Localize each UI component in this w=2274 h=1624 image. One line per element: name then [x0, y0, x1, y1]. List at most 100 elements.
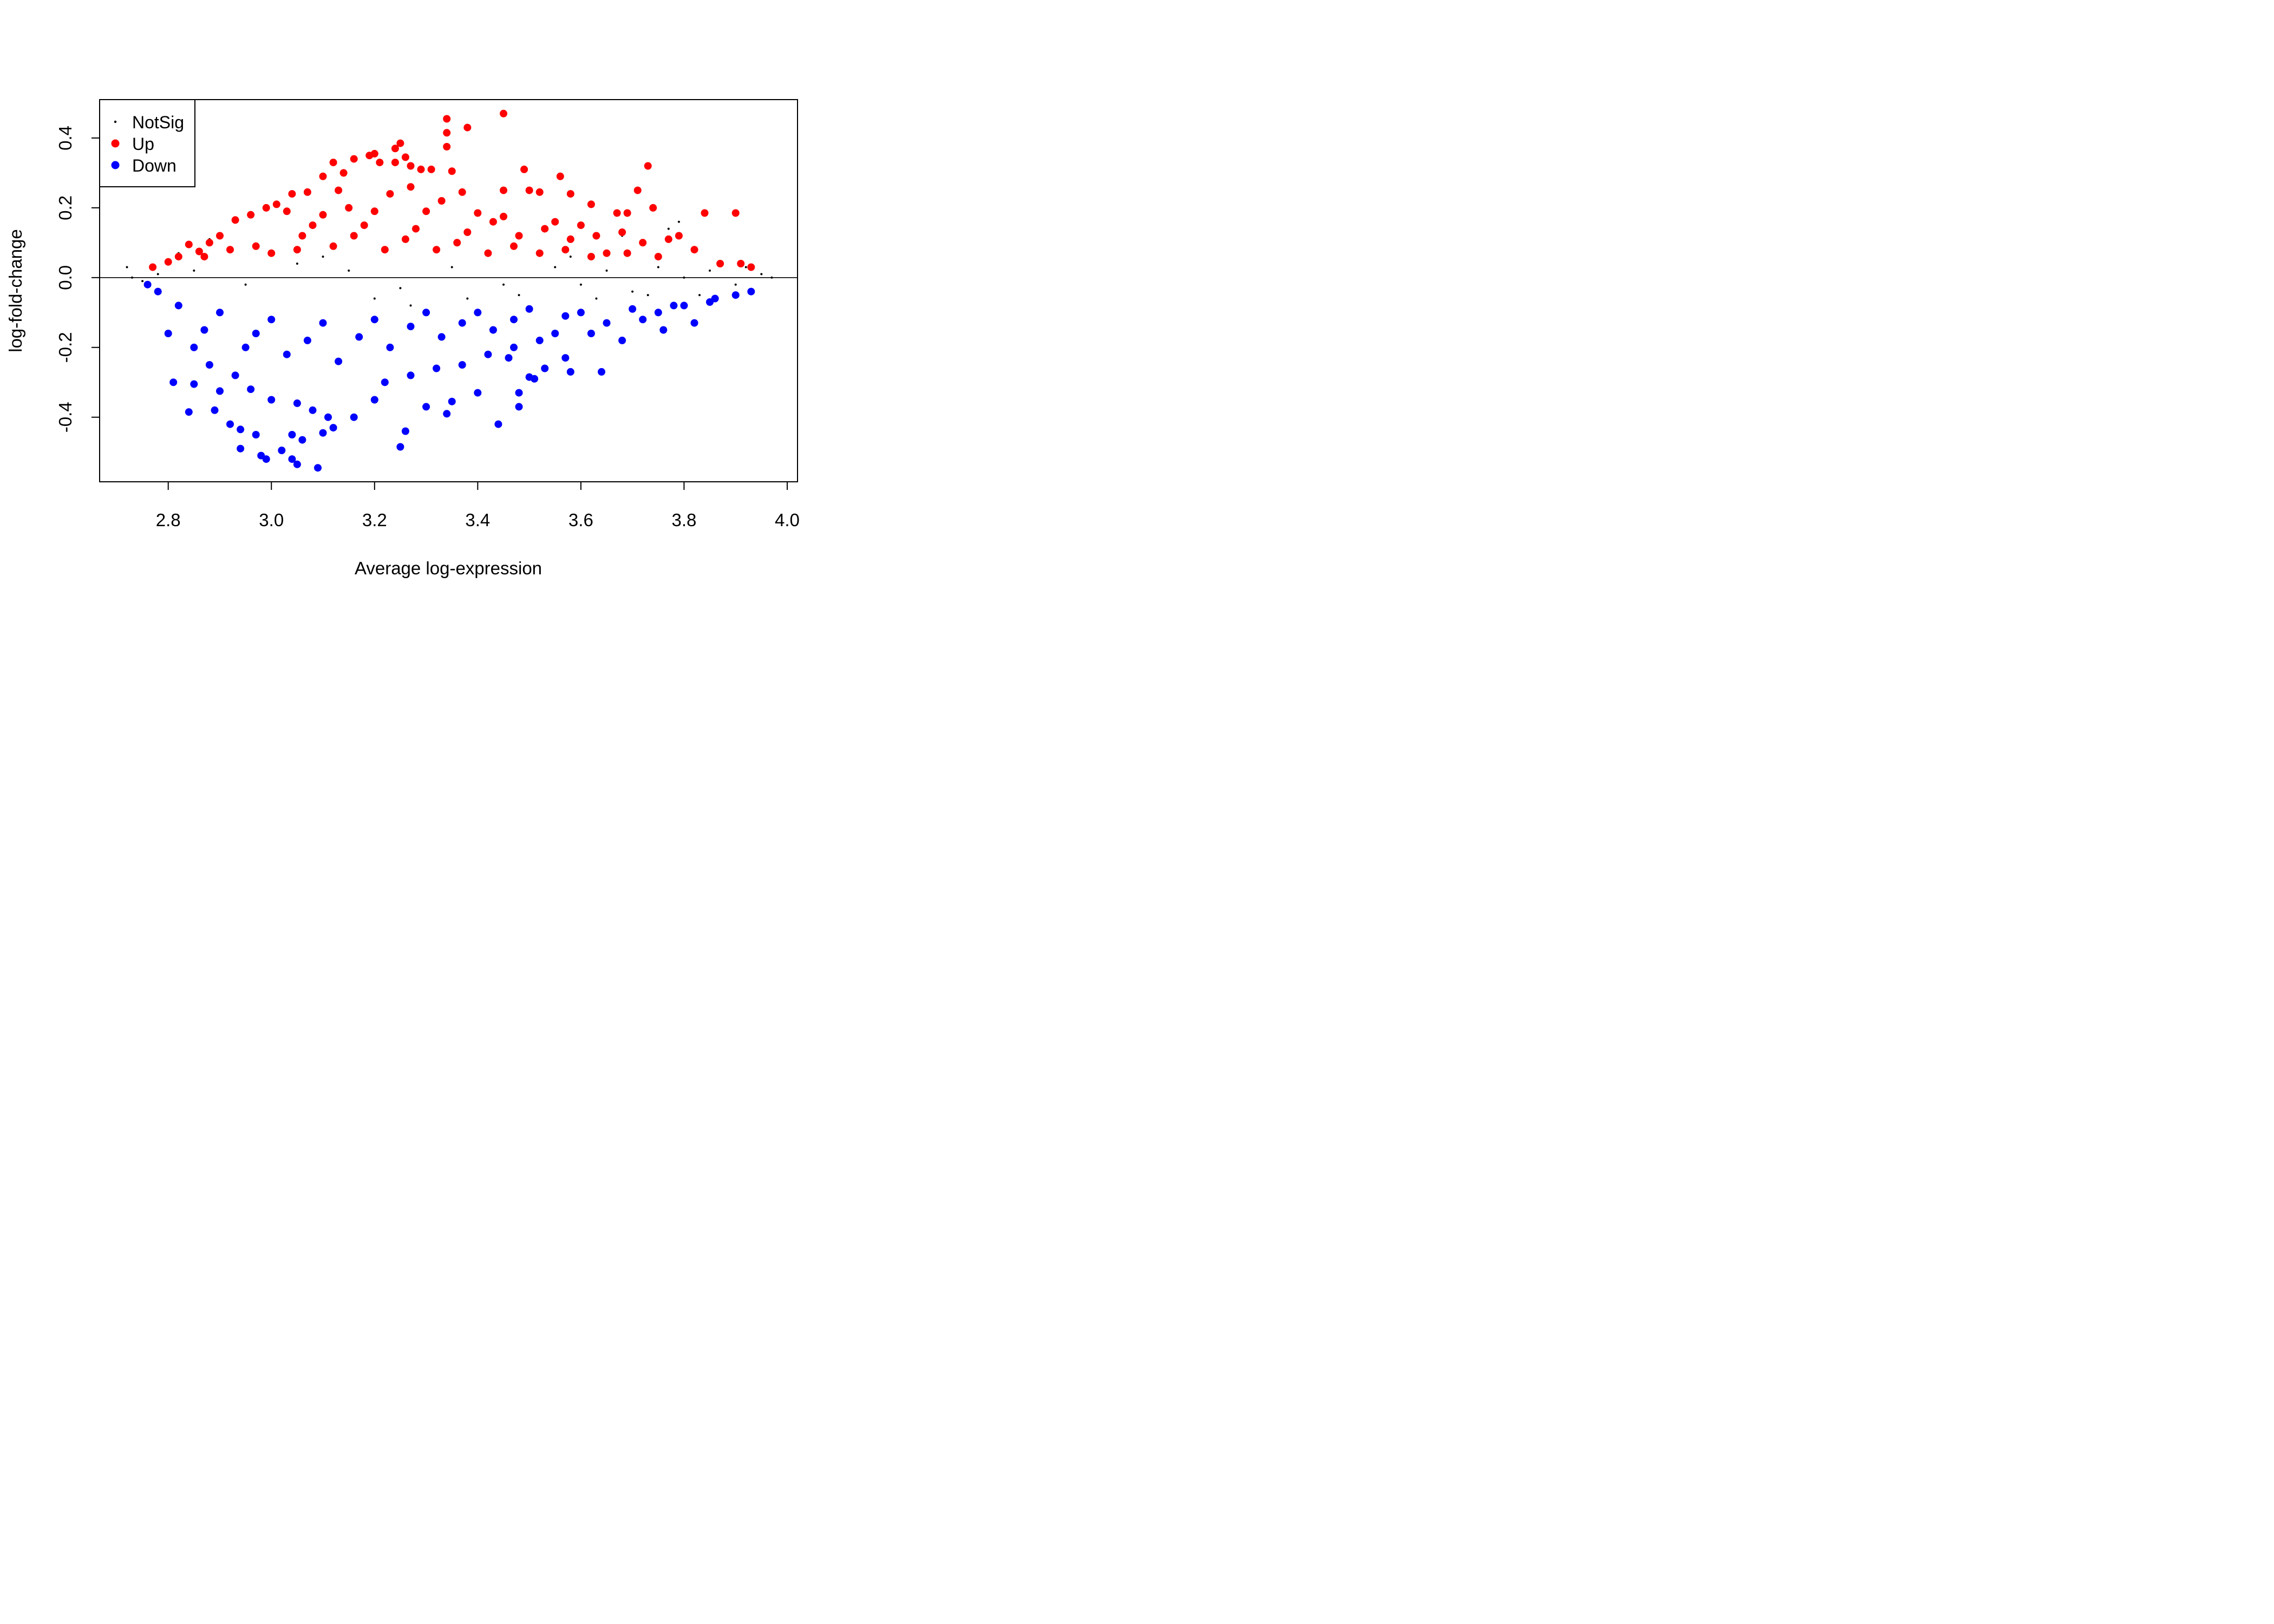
- point-down: [510, 316, 518, 324]
- point-down: [433, 364, 441, 372]
- x-tick-label: 2.8: [156, 510, 181, 530]
- point-up: [252, 242, 260, 250]
- point-up: [484, 249, 492, 257]
- point-up: [360, 221, 368, 230]
- point-up: [633, 186, 642, 194]
- point-down: [629, 305, 637, 313]
- point-down: [525, 305, 533, 313]
- point-down: [319, 429, 327, 437]
- point-up: [386, 190, 394, 198]
- point-down: [458, 319, 466, 327]
- point-up: [525, 186, 533, 194]
- point-down: [314, 464, 322, 472]
- legend-notsig-marker: [114, 120, 117, 123]
- y-tick-label: 0.4: [55, 126, 75, 150]
- point-up: [335, 186, 343, 194]
- point-up: [319, 211, 327, 219]
- point-down: [654, 309, 662, 317]
- point-up: [566, 190, 574, 198]
- y-tick-label: 0.2: [55, 195, 75, 220]
- point-notsig: [409, 304, 412, 307]
- point-down: [494, 420, 502, 428]
- point-down: [401, 427, 409, 435]
- point-up: [623, 209, 631, 217]
- point-down: [252, 330, 260, 337]
- point-down: [185, 408, 193, 416]
- point-up: [577, 221, 585, 230]
- x-tick-label: 3.4: [465, 510, 490, 530]
- point-down: [216, 309, 224, 317]
- point-down: [298, 436, 306, 444]
- point-notsig: [518, 294, 520, 297]
- point-down: [241, 343, 250, 351]
- point-down: [190, 343, 198, 351]
- point-up: [489, 218, 497, 226]
- point-up: [350, 155, 358, 163]
- point-up: [376, 159, 384, 167]
- point-down: [577, 309, 585, 317]
- point-up: [370, 149, 378, 158]
- point-down: [551, 330, 559, 337]
- point-notsig: [646, 294, 649, 297]
- point-up: [319, 172, 327, 180]
- point-down: [680, 302, 688, 310]
- point-down: [350, 413, 358, 421]
- point-down: [278, 447, 286, 454]
- point-down: [618, 336, 626, 344]
- point-notsig: [595, 297, 598, 300]
- point-up: [520, 165, 528, 173]
- point-up: [283, 207, 291, 215]
- point-up: [649, 204, 657, 212]
- point-down: [407, 323, 415, 331]
- point-down: [535, 336, 544, 344]
- point-up: [587, 253, 595, 261]
- point-down: [247, 385, 255, 394]
- point-down: [164, 330, 172, 337]
- point-down: [303, 336, 311, 344]
- point-down: [505, 354, 513, 362]
- point-up: [195, 247, 203, 256]
- point-up: [551, 218, 559, 226]
- point-down: [226, 420, 234, 428]
- point-down: [731, 291, 740, 299]
- point-down: [293, 460, 301, 468]
- legend-up-label: Up: [132, 134, 154, 154]
- point-down: [370, 396, 378, 404]
- point-up: [453, 239, 461, 247]
- point-down: [690, 319, 698, 327]
- point-up: [262, 204, 270, 212]
- point-notsig: [244, 283, 247, 286]
- point-up: [174, 253, 182, 261]
- point-notsig: [450, 266, 453, 269]
- ma-plot: 2.8 3.0 3.2 3.4 3.6 3.8 4.0 -0.4-0.20.00.20.4 …: [0, 0, 838, 599]
- point-down: [381, 378, 389, 387]
- point-notsig: [698, 294, 701, 297]
- point-up: [587, 200, 595, 208]
- point-up: [401, 235, 409, 243]
- point-up: [433, 246, 441, 254]
- point-down: [474, 309, 482, 317]
- point-down: [216, 387, 224, 395]
- x-tick-label: 3.8: [671, 510, 696, 530]
- point-down: [174, 302, 182, 310]
- point-down: [143, 280, 152, 289]
- point-down: [747, 287, 755, 296]
- point-notsig: [605, 269, 608, 272]
- point-up: [701, 209, 709, 217]
- point-down: [386, 343, 394, 351]
- point-up: [566, 235, 574, 243]
- point-down: [309, 406, 317, 414]
- point-notsig: [734, 283, 737, 286]
- point-up: [185, 240, 193, 248]
- x-tick-label: 3.2: [362, 510, 387, 530]
- point-up: [412, 225, 420, 233]
- point-down: [448, 397, 456, 405]
- point-up: [200, 253, 208, 261]
- point-down: [267, 316, 276, 324]
- point-notsig: [579, 283, 582, 286]
- point-up: [443, 129, 451, 137]
- point-down: [670, 302, 678, 310]
- point-down: [603, 319, 611, 327]
- point-up: [345, 204, 353, 212]
- point-up: [613, 209, 621, 217]
